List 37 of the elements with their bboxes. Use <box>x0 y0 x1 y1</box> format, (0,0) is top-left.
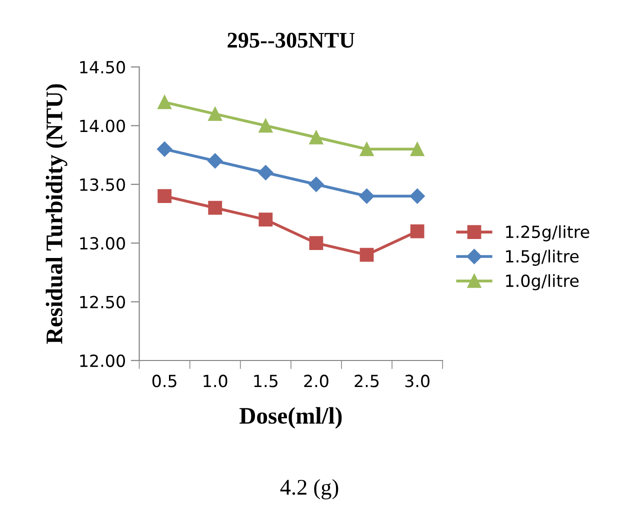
point <box>156 142 172 157</box>
point <box>158 95 172 110</box>
point <box>410 188 425 204</box>
point <box>308 176 324 192</box>
point <box>258 118 273 133</box>
y-tick-label: 14.00 <box>80 120 125 132</box>
y-tick-label: 13.00 <box>80 237 125 250</box>
point <box>208 106 222 121</box>
x-tick-label: 1.0 <box>204 374 228 388</box>
point <box>309 236 324 250</box>
y-tick-label: 14.50 <box>80 60 125 74</box>
point <box>410 224 424 238</box>
x-tick-label: 0.5 <box>152 374 176 388</box>
point <box>208 200 222 215</box>
y-tick-label: 13.50 <box>80 178 125 191</box>
legend-label: 1.5g/litre <box>506 250 579 266</box>
point <box>208 153 223 168</box>
point <box>410 142 424 156</box>
x-tick-label: 1.5 <box>254 374 278 388</box>
x-tick-label: 2.5 <box>354 374 379 388</box>
x-axis-title: Dose(ml/l) <box>240 407 342 429</box>
text: 4.2 (g) <box>280 479 338 500</box>
point <box>360 142 374 156</box>
point <box>359 188 374 204</box>
legend-label: 1.25g/litre <box>506 225 590 242</box>
point <box>309 130 324 144</box>
y-tick-label: 12.00 <box>80 354 125 368</box>
point <box>360 248 374 262</box>
y-axis-title: Residual Turbidity (NTU) <box>46 84 68 344</box>
point <box>158 189 172 204</box>
legend-label: 1.0g/litre <box>506 274 579 290</box>
x-tick-label: 3.0 <box>405 374 430 388</box>
x-tick-label: 2.0 <box>304 374 328 388</box>
point <box>258 165 274 180</box>
point <box>258 212 273 227</box>
y-tick-label: 12.50 <box>80 296 125 308</box>
chart-title: 295--305NTU <box>228 32 355 48</box>
